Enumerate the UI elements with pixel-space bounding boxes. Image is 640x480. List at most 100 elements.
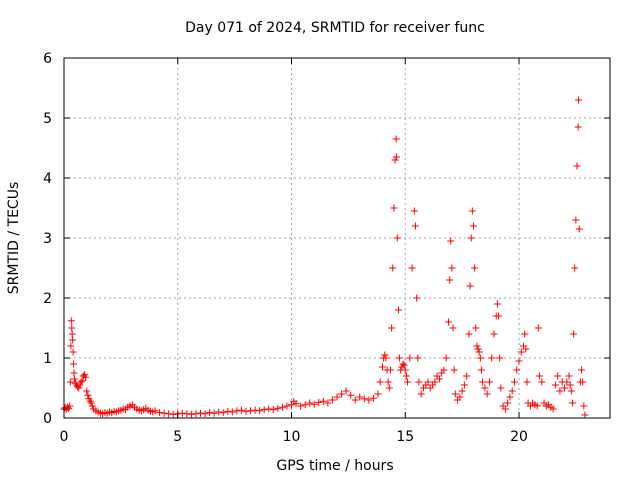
data-point [467,234,475,242]
data-point [265,405,273,413]
data-point [435,375,443,383]
data-point [414,354,422,362]
data-point [78,377,86,385]
data-point [385,384,393,392]
data-point [192,410,200,418]
data-point [77,378,85,386]
data-point [472,324,480,332]
data-point [570,330,578,338]
data-point [256,407,264,415]
x-tick-label: 5 [173,429,182,445]
data-point [444,318,452,326]
data-point [575,225,583,233]
data-point [567,387,575,395]
data-point [269,406,277,414]
data-point [447,237,455,245]
data-point [475,348,483,356]
data-point [565,372,573,380]
data-point [75,384,83,392]
data-point [160,409,168,417]
data-point [402,372,410,380]
data-point [183,410,191,418]
data-point [581,411,589,419]
data-point [575,96,583,104]
data-point [513,366,521,374]
data-point [382,354,390,362]
data-point [386,366,394,374]
data-point [381,351,389,359]
data-point [566,381,574,389]
data-point [83,387,91,395]
data-point [479,378,487,386]
data-point [488,354,496,362]
data-point [389,264,397,272]
y-tick-label: 5 [43,111,52,127]
data-point [388,324,396,332]
data-point [376,378,384,386]
data-point [533,402,541,410]
data-point [66,402,74,410]
data-point [394,306,402,314]
data-point [468,207,476,215]
data-point [233,407,241,415]
data-point [328,396,336,404]
data-point [301,401,309,409]
data-point [283,402,291,410]
data-point [71,379,79,387]
data-point [408,264,416,272]
data-point [551,381,559,389]
data-point [156,409,164,417]
data-point [474,345,482,353]
y-tick-label: 2 [43,291,52,307]
data-point [324,399,332,407]
data-point [554,372,562,380]
data-point [517,348,525,356]
data-point [501,405,509,413]
y-tick-label: 6 [43,51,52,67]
data-point [483,390,491,398]
data-point [215,408,223,416]
data-point [210,409,218,417]
data-point [424,378,432,386]
data-point [292,400,300,408]
x-tick-label: 15 [396,429,414,445]
data-point [579,378,587,386]
data-point [415,378,423,386]
data-point [463,372,471,380]
data-point [400,361,408,369]
data-point [356,393,364,401]
data-point [384,378,392,386]
data-point [493,300,501,308]
data-point [572,216,580,224]
data-point [251,406,259,414]
data-point [563,378,571,386]
data-point [201,410,209,418]
data-point [476,354,484,362]
data-point [260,406,268,414]
data-point [417,390,425,398]
data-point [399,360,407,368]
x-tick-label: 20 [510,429,528,445]
data-point [278,403,286,411]
x-tick-label: 0 [60,429,69,445]
data-point [338,390,346,398]
data-point [365,396,373,404]
data-point [534,324,542,332]
data-point [333,393,341,401]
data-point [406,354,414,362]
data-point [347,391,355,399]
data-point [76,381,84,389]
data-point [410,207,418,215]
data-point [224,407,232,415]
data-point [556,387,564,395]
data-point [538,378,546,386]
data-point [68,330,76,338]
data-point [379,363,386,371]
data-point [390,204,398,212]
data-point [360,395,368,403]
data-point [446,276,454,284]
data-point [68,324,76,332]
data-point [506,393,514,401]
data-point [187,410,195,418]
data-point [393,153,401,161]
